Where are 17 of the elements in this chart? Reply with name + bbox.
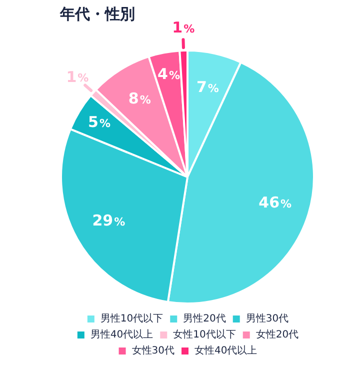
legend-label: 男性10代以下 xyxy=(100,312,164,325)
legend-label: 女性20代 xyxy=(256,328,299,341)
data-label: 46% xyxy=(258,193,292,212)
legend-label: 女性10代以下 xyxy=(173,328,236,341)
data-label: 4% xyxy=(158,64,180,83)
legend-label: 男性30代 xyxy=(246,312,289,325)
data-label: 8% xyxy=(128,90,151,108)
chart-title: 年代・性別 xyxy=(59,4,135,23)
legend-label: 女性40代以上 xyxy=(194,344,258,357)
data-label: 5% xyxy=(88,113,110,132)
data-label: 29% xyxy=(92,212,126,230)
data-label: 7% xyxy=(196,78,219,96)
legend-label: 男性40代以上 xyxy=(90,328,154,341)
legend-label: 男性20代 xyxy=(183,312,226,325)
data-label: 1% xyxy=(66,68,89,86)
data-label: 1% xyxy=(172,18,195,36)
legend-label: 女性30代 xyxy=(132,344,175,357)
